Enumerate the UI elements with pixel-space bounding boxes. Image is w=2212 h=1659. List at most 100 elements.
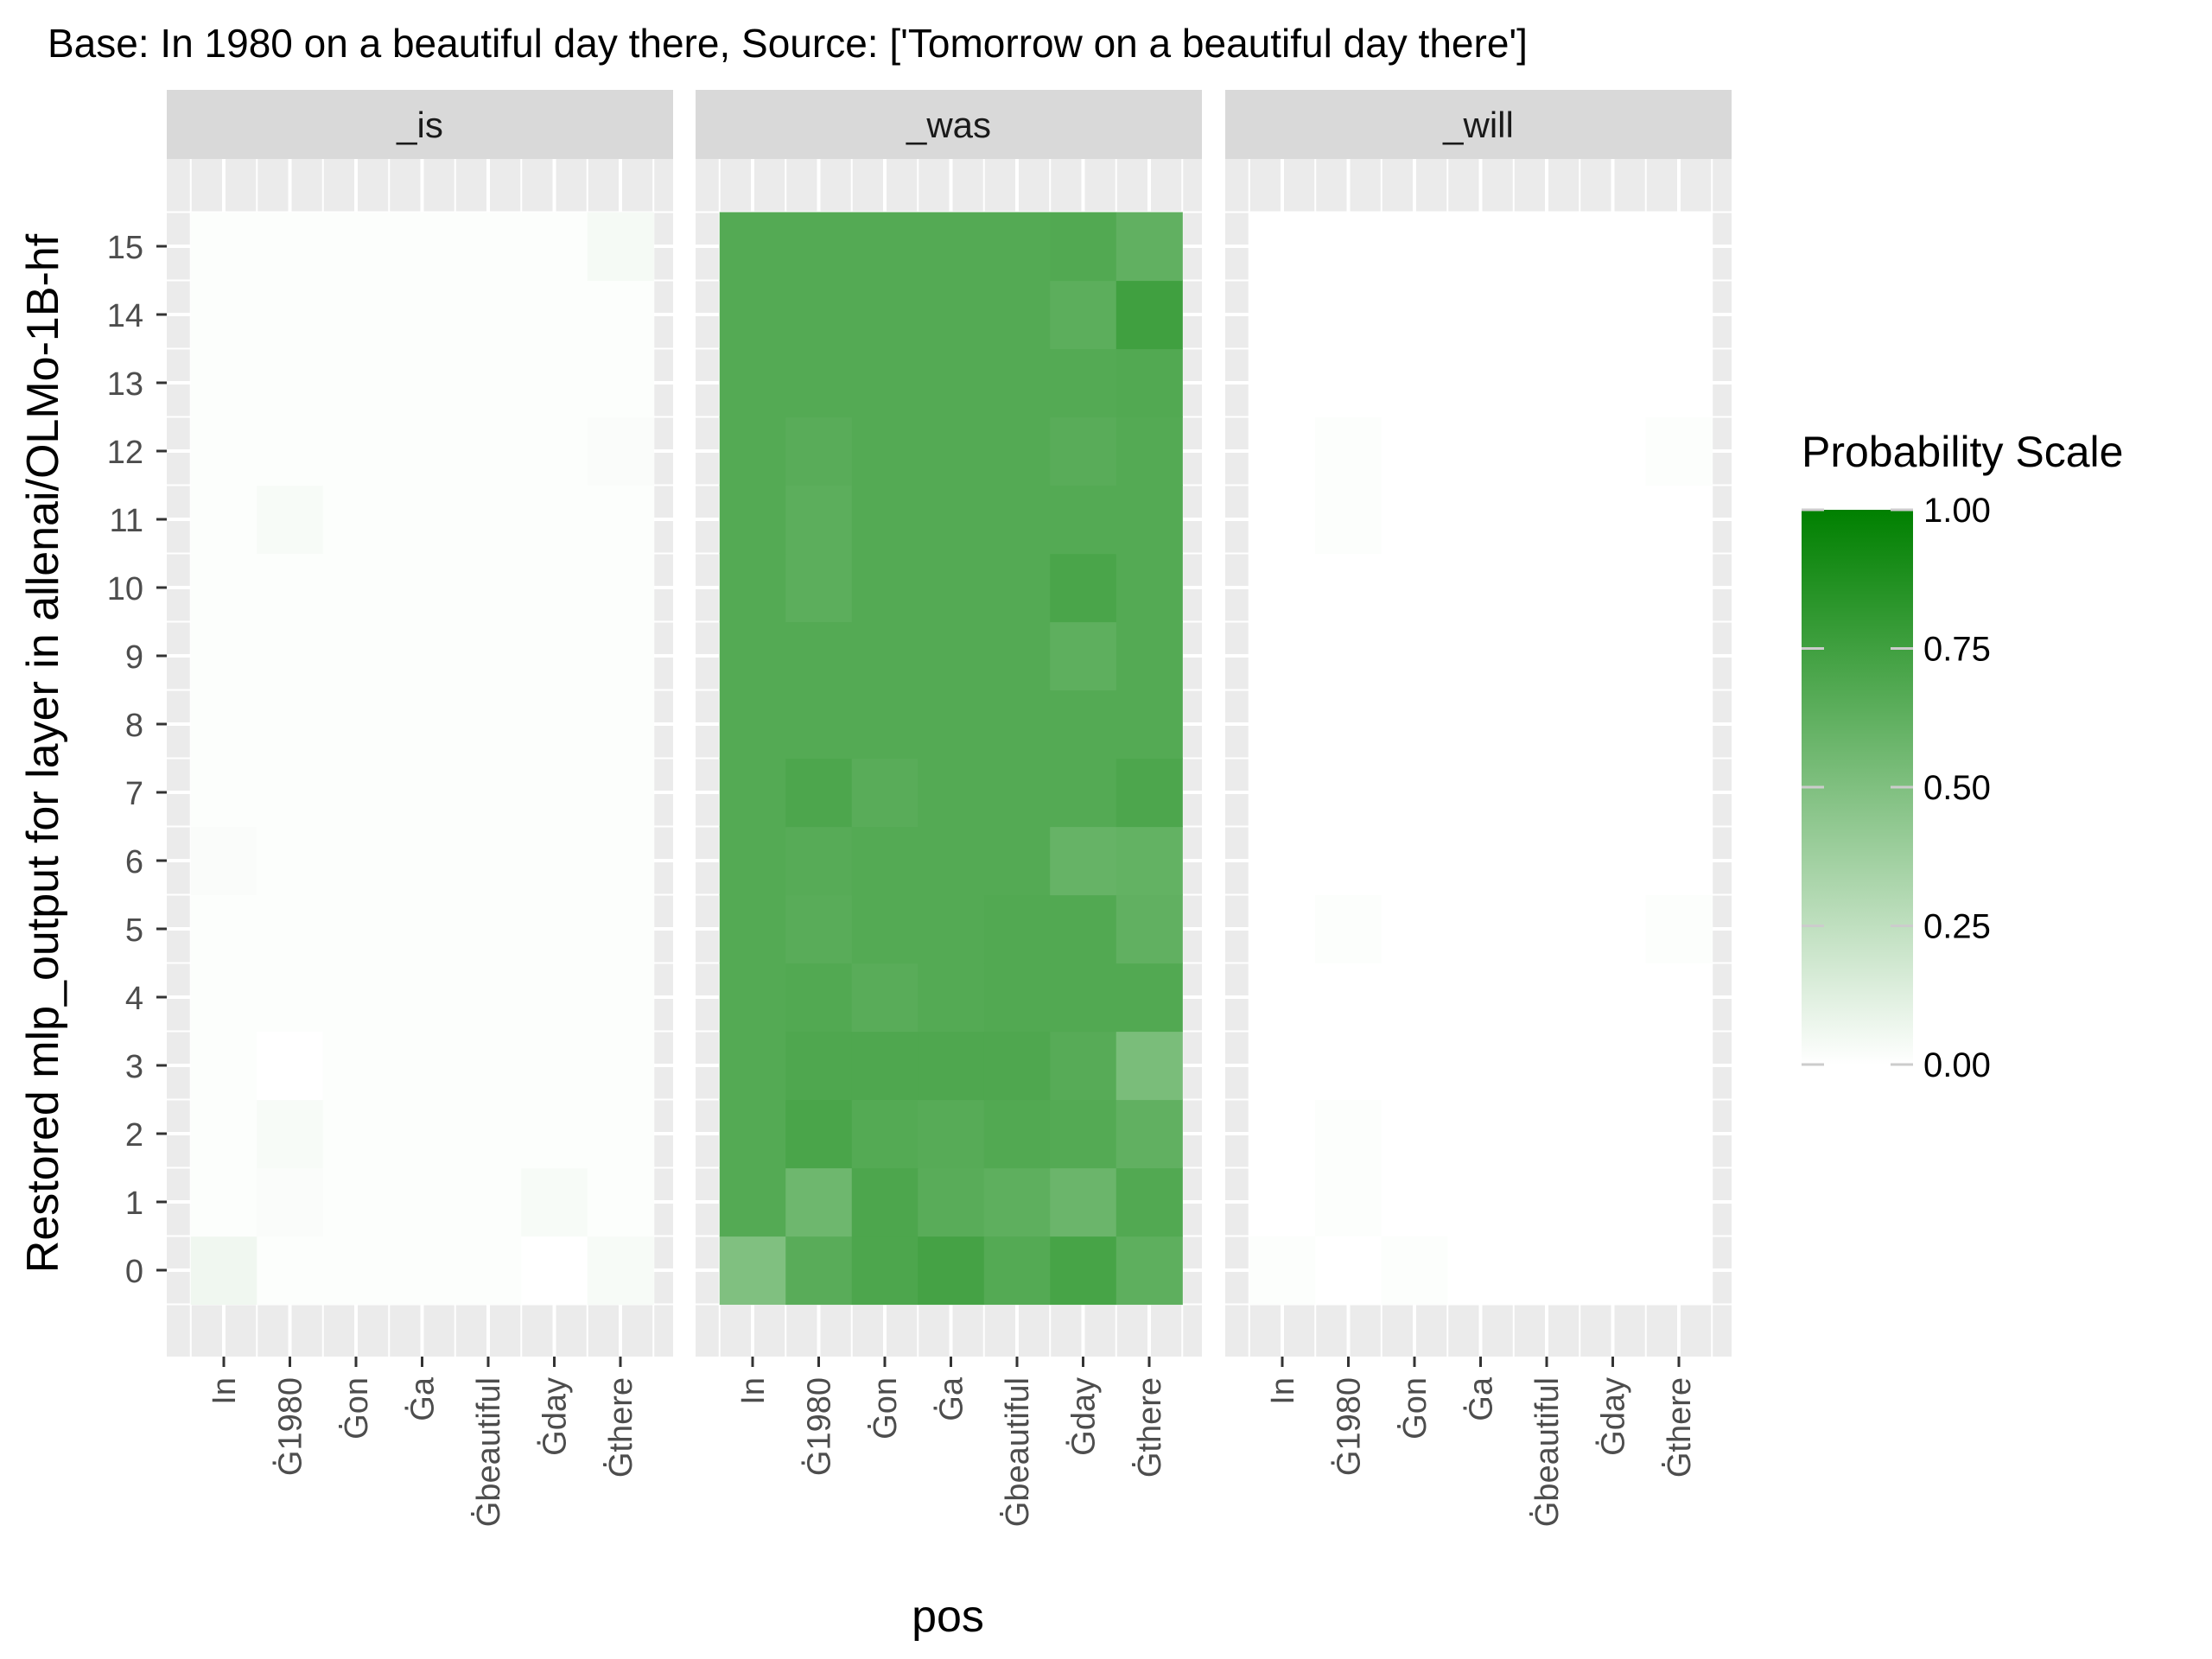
heatmap-cell [851, 690, 918, 760]
heatmap-cell [1580, 1099, 1647, 1169]
heatmap-cell [785, 826, 853, 896]
facet-will: _will In Ġ̇1980 Ġ̇on Ġ̇a Ġ̇beautiful Ġ̇day Ġ̇th… [1225, 90, 1732, 1527]
heatmap-cell [1645, 690, 1713, 760]
heatmap-cell [1315, 690, 1382, 760]
heatmap-cell [1116, 348, 1183, 418]
heatmap-cell [257, 1031, 324, 1101]
heatmap-cell [1381, 485, 1448, 555]
heatmap-cell [785, 894, 853, 964]
heatmap-cell [521, 894, 588, 964]
heatmap-cell [322, 621, 390, 691]
heatmap-cell [1447, 621, 1515, 691]
y-tick-label: 5 [125, 912, 143, 949]
heatmap-cell [587, 1236, 654, 1306]
heatmap-cell [918, 348, 985, 418]
heatmap-cell [257, 690, 324, 760]
heatmap-cell [454, 1236, 522, 1306]
heatmap-cell [389, 553, 456, 623]
heatmap-cell [1249, 485, 1316, 555]
heatmap-cell [851, 758, 918, 828]
heatmap-cell [1645, 416, 1713, 486]
heatmap-cell [257, 894, 324, 964]
heatmap-cell [454, 894, 522, 964]
heatmap-cell [1447, 826, 1515, 896]
heatmap-cell [1050, 212, 1117, 282]
heatmap-cell [918, 826, 985, 896]
heatmap-cell [322, 1236, 390, 1306]
heatmap-cell [1249, 621, 1316, 691]
heatmap-cell [1513, 1236, 1580, 1306]
heatmap-cell [918, 621, 985, 691]
heatmap-cell [1381, 1236, 1448, 1306]
heatmap-cell [719, 690, 786, 760]
heatmap-cell [719, 1167, 786, 1237]
heatmap-cell [322, 212, 390, 282]
heatmap-cell [190, 212, 257, 282]
heatmap-cell [851, 1031, 918, 1101]
heatmap-cell [1513, 348, 1580, 418]
heatmap-cell [1116, 621, 1183, 691]
heatmap-cell [918, 1236, 985, 1306]
heatmap-cell [587, 963, 654, 1033]
heatmap-cell [851, 894, 918, 964]
heatmap-cell [190, 826, 257, 896]
y-tick-label: 7 [125, 776, 143, 812]
y-tick-label: 6 [125, 844, 143, 880]
x-tick-label: Ġ̇a [932, 1376, 970, 1421]
heatmap-cell [322, 758, 390, 828]
heatmap-cell [587, 485, 654, 555]
heatmap-cell [322, 280, 390, 350]
heatmap-cell [785, 963, 853, 1033]
heatmap-cell [1050, 894, 1117, 964]
heatmap-cell [257, 280, 324, 350]
x-tick-label: In [1265, 1377, 1301, 1405]
heatmap-cell [851, 963, 918, 1033]
heatmap-cell [454, 1099, 522, 1169]
heatmap-cell [521, 758, 588, 828]
heatmap-cell [1580, 416, 1647, 486]
heatmap-cell [918, 1099, 985, 1169]
heatmap-cell [521, 416, 588, 486]
heatmap-cell [918, 485, 985, 555]
heatmap-cell [521, 621, 588, 691]
heatmap-cell [1381, 1167, 1448, 1237]
heatmap-cell [1315, 553, 1382, 623]
heatmap-cell [785, 485, 853, 555]
y-tick-label: 2 [125, 1117, 143, 1154]
heatmap-cell [1447, 212, 1515, 282]
heatmap-cell [1315, 1167, 1382, 1237]
heatmap-cell [785, 1167, 853, 1237]
heatmap-cell [1050, 485, 1117, 555]
heatmap-cell [1513, 553, 1580, 623]
heatmap-cell [719, 553, 786, 623]
heatmap-cell [389, 485, 456, 555]
heatmap-cell [719, 348, 786, 418]
heatmap-cell [1513, 416, 1580, 486]
heatmap-cell [454, 280, 522, 350]
y-axis-title: Restored mlp_output for layer in allenai… [18, 233, 68, 1273]
heatmap-cell [454, 1167, 522, 1237]
heatmap-cell [1645, 621, 1713, 691]
x-tick-label: Ġ̇on [866, 1377, 904, 1440]
heatmap-cell [1580, 1031, 1647, 1101]
heatmap-cell [1381, 963, 1448, 1033]
heatmap-cell [1645, 1167, 1713, 1237]
legend-tick-label: 0.75 [1923, 631, 1991, 669]
heatmap-cell [1580, 894, 1647, 964]
x-tick-label: Ġ̇beautiful [998, 1377, 1036, 1527]
heatmap-cell [1513, 1099, 1580, 1169]
heatmap-cell [1447, 894, 1515, 964]
heatmap-cell [1050, 416, 1117, 486]
x-tick-label: Ġ̇there [601, 1377, 639, 1478]
heatmap-cell [190, 758, 257, 828]
heatmap-cell [257, 758, 324, 828]
heatmap-cell [454, 485, 522, 555]
heatmap-cell [983, 963, 1051, 1033]
heatmap-cell [1645, 280, 1713, 350]
heatmap-cell [918, 1167, 985, 1237]
x-tick-label: Ġ̇1980 [271, 1377, 309, 1476]
heatmap-cell [1645, 963, 1713, 1033]
heatmap-cell [1381, 1031, 1448, 1101]
heatmap-cell [785, 280, 853, 350]
